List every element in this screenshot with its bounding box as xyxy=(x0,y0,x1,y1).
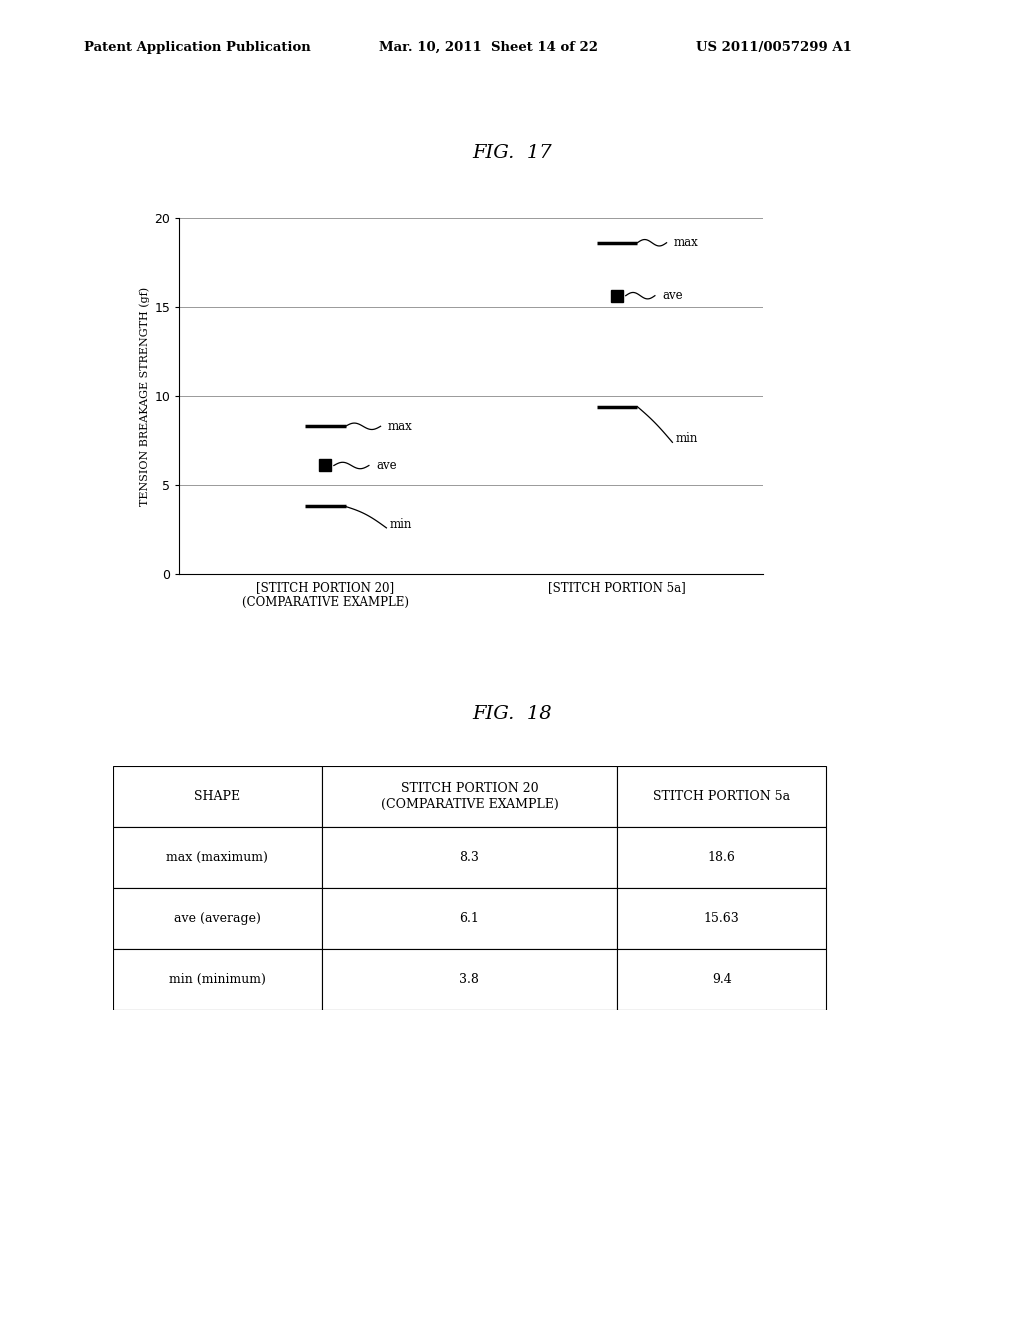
Text: max: max xyxy=(387,420,413,433)
Bar xyxy=(322,887,617,949)
Y-axis label: TENSION BREAKAGE STRENGTH (gf): TENSION BREAKAGE STRENGTH (gf) xyxy=(139,286,151,506)
Text: 9.4: 9.4 xyxy=(712,973,731,986)
Text: [STITCH PORTION 20]
(COMPARATIVE EXAMPLE): [STITCH PORTION 20] (COMPARATIVE EXAMPLE… xyxy=(242,581,409,609)
Text: min (minimum): min (minimum) xyxy=(169,973,265,986)
Bar xyxy=(617,826,826,888)
Bar xyxy=(113,949,322,1010)
Bar xyxy=(322,949,617,1010)
Text: US 2011/0057299 A1: US 2011/0057299 A1 xyxy=(696,41,852,54)
Bar xyxy=(322,826,617,888)
Text: Mar. 10, 2011  Sheet 14 of 22: Mar. 10, 2011 Sheet 14 of 22 xyxy=(379,41,598,54)
Text: ave (average): ave (average) xyxy=(174,912,260,925)
Text: ave: ave xyxy=(662,289,683,302)
Text: STITCH PORTION 5a: STITCH PORTION 5a xyxy=(653,789,791,803)
Text: max (maximum): max (maximum) xyxy=(166,850,268,863)
Bar xyxy=(617,887,826,949)
Bar xyxy=(617,766,826,826)
Text: min: min xyxy=(389,517,412,531)
Text: 3.8: 3.8 xyxy=(460,973,479,986)
Text: ave: ave xyxy=(376,459,396,473)
Text: min: min xyxy=(675,432,697,445)
Text: [STITCH PORTION 5a]: [STITCH PORTION 5a] xyxy=(548,581,686,594)
Text: FIG.  18: FIG. 18 xyxy=(472,705,552,723)
Text: 18.6: 18.6 xyxy=(708,850,735,863)
Bar xyxy=(113,766,322,826)
Text: 6.1: 6.1 xyxy=(460,912,479,925)
Text: Patent Application Publication: Patent Application Publication xyxy=(84,41,310,54)
Text: max: max xyxy=(674,236,698,249)
Text: FIG.  17: FIG. 17 xyxy=(472,144,552,162)
Bar xyxy=(113,826,322,888)
Text: 8.3: 8.3 xyxy=(460,850,479,863)
Text: SHAPE: SHAPE xyxy=(195,789,241,803)
Bar xyxy=(617,949,826,1010)
Text: STITCH PORTION 20
(COMPARATIVE EXAMPLE): STITCH PORTION 20 (COMPARATIVE EXAMPLE) xyxy=(381,781,558,810)
Text: 15.63: 15.63 xyxy=(703,912,739,925)
Bar xyxy=(322,766,617,826)
Bar xyxy=(113,887,322,949)
